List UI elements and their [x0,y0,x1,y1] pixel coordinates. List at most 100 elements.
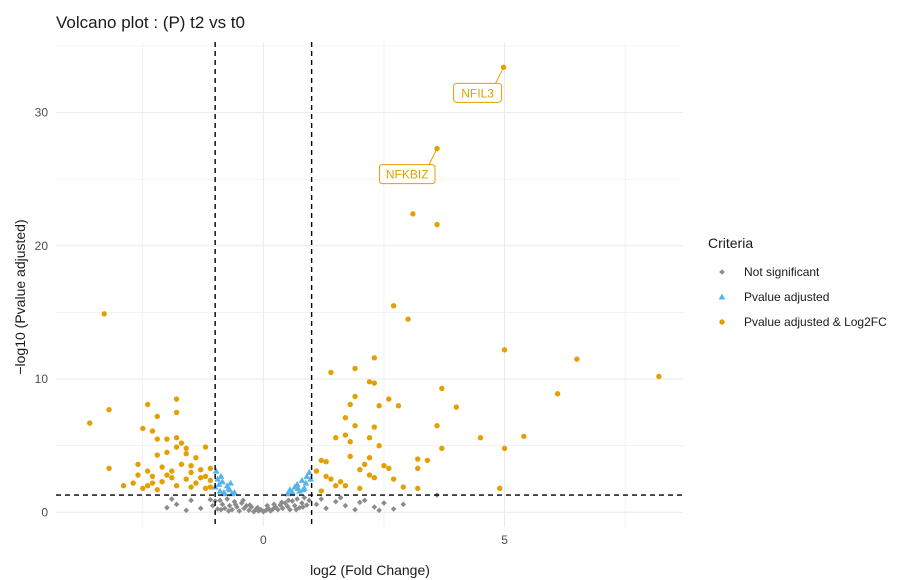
y-axis-label: −log10 (Pvalue adjusted) [12,219,28,374]
data-point [207,477,214,484]
y-tick-label: 10 [35,372,49,386]
data-point [87,420,93,426]
data-point [376,507,382,514]
data-point [240,497,246,504]
gene-label: NFIL3 [461,86,494,100]
data-point [386,396,392,402]
data-point [247,502,253,508]
data-point [173,444,180,450]
data-point [154,436,160,442]
data-point [323,459,329,465]
data-point [220,488,228,495]
data-point [371,504,378,510]
data-point [323,473,329,480]
data-point [287,488,295,495]
data-point [347,453,353,460]
data-point [301,494,308,501]
x-tick-label: 0 [260,533,267,547]
data-point [149,428,156,434]
data-point [333,482,339,489]
data-point [323,505,329,512]
annotation-leader [428,148,438,165]
data-point [299,486,307,493]
data-point [554,391,561,397]
data-point [188,497,194,504]
data-point [130,480,136,486]
data-point [386,465,392,472]
data-point [501,347,508,353]
gene-label: NFKBIZ [386,168,429,182]
data-point [361,497,368,504]
data-point [293,480,301,487]
data-point [229,506,235,513]
data-point [188,463,194,469]
data-point [306,497,313,504]
data-point [164,504,170,511]
data-point [294,484,302,491]
data-point [209,502,216,509]
data-point [226,502,233,509]
data-point [279,505,286,512]
data-point [275,506,281,513]
data-point [337,478,344,485]
annotation-box [453,82,503,103]
data-point [332,498,339,505]
data-point [101,311,107,317]
data-point [207,496,214,503]
data-point [217,497,223,504]
data-point [140,425,146,432]
data-point [284,503,291,510]
data-point [318,496,325,502]
data-point [197,475,204,481]
data-point [173,482,180,489]
chart-title: Volcano plot : (P) t2 vs t0 [56,13,245,32]
data-point [154,486,160,493]
x-axis-label: log2 (Fold Change) [310,562,430,578]
y-tick-label: 20 [35,239,49,253]
data-point [216,487,224,494]
data-point [289,498,296,504]
data-point [258,506,264,513]
data-point [173,501,180,508]
data-point [193,480,199,486]
data-point [357,467,363,473]
data-point [342,432,349,438]
data-point [366,455,373,461]
y-tick-label: 0 [41,505,48,519]
data-point [183,451,189,457]
data-point [236,508,243,514]
data-point [169,475,175,481]
data-point [277,502,284,508]
data-point [214,506,221,512]
legend-label: Pvalue adjusted & Log2FC [744,315,887,329]
data-point [453,404,460,410]
data-point [264,502,271,509]
data-point [227,479,234,486]
data-point [291,502,298,509]
data-point [173,396,180,402]
data-point [238,500,245,506]
data-point [202,485,209,492]
data-point [202,473,209,480]
data-point [371,380,378,386]
data-point [149,480,156,486]
grid [56,42,683,527]
data-point [313,501,320,508]
data-point [342,415,349,421]
data-point [271,501,277,508]
data-point [352,393,358,400]
data-point [318,457,324,464]
data-point [415,485,421,492]
data-point [215,480,223,487]
data-point [287,506,293,513]
data-point [193,455,199,461]
data-point [390,506,397,512]
data-point [366,472,373,478]
data-point [298,476,306,483]
data-point [352,423,358,429]
data-point [415,456,421,462]
legend-label: Not significant [744,265,820,279]
data-point [497,485,503,492]
legend-title: Criteria [708,235,753,251]
